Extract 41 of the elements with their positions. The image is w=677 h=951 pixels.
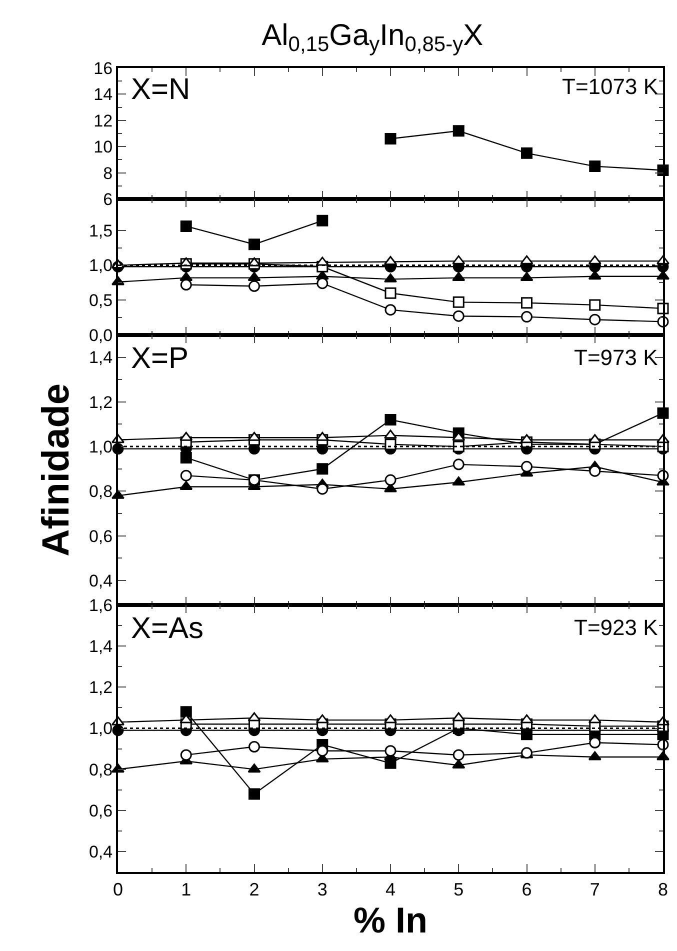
x-axis-title: % In (353, 900, 428, 941)
y-tick-label: 1,0 (88, 438, 113, 457)
y-tick-label: 1,0 (88, 719, 113, 738)
y-tick-label: 1,0 (88, 256, 113, 276)
x-tick-label: 2 (249, 880, 260, 900)
x-tick-label: 7 (590, 880, 600, 900)
y-tick-label: 0,4 (88, 571, 113, 590)
y-tick-label: 14 (94, 85, 113, 104)
annotation: X=As (131, 612, 204, 645)
chart-title: Al$_{0,15}$Ga$_{y}$In$_{0,85-y}$X (262, 18, 484, 56)
y-tick-label: 0,0 (88, 326, 113, 345)
x-tick-label: 4 (385, 880, 396, 900)
annotation: T=1073 K (562, 74, 658, 99)
y-tick-label: 1,5 (88, 221, 113, 240)
y-tick-label: 1,6 (88, 596, 113, 616)
y-tick-label: 1,2 (88, 678, 113, 698)
x-tick-label: 5 (454, 880, 464, 900)
y-tick-label: 16 (94, 58, 113, 78)
y-tick-label: 0,8 (88, 482, 113, 502)
y-tick-label: 0,8 (88, 760, 113, 780)
y-tick-label: 1,2 (88, 392, 113, 412)
y-tick-label: 1,4 (88, 348, 113, 368)
annotation: T=923 K (574, 615, 658, 640)
y-tick-label: 0,4 (88, 842, 113, 862)
annotation: X=N (131, 73, 190, 106)
x-tick-label: 0 (112, 880, 124, 900)
annotation: X=P (131, 342, 189, 375)
x-tick-label: 8 (658, 880, 668, 900)
y-axis-title: Afinidade (36, 383, 78, 557)
y-tick-label: 10 (94, 138, 113, 157)
y-tick-label: 0,5 (88, 291, 113, 310)
x-tick-label: 1 (181, 880, 192, 900)
y-tick-label: 0,6 (88, 801, 113, 820)
y-tick-label: 12 (94, 111, 113, 130)
y-tick-label: 6 (103, 190, 113, 209)
x-tick-label: 6 (522, 880, 532, 900)
y-tick-label: 8 (103, 164, 113, 183)
annotation: T=973 K (574, 345, 658, 370)
y-tick-label: 1,4 (88, 637, 113, 656)
x-tick-label: 3 (317, 880, 328, 900)
y-tick-label: 0,6 (88, 526, 113, 546)
